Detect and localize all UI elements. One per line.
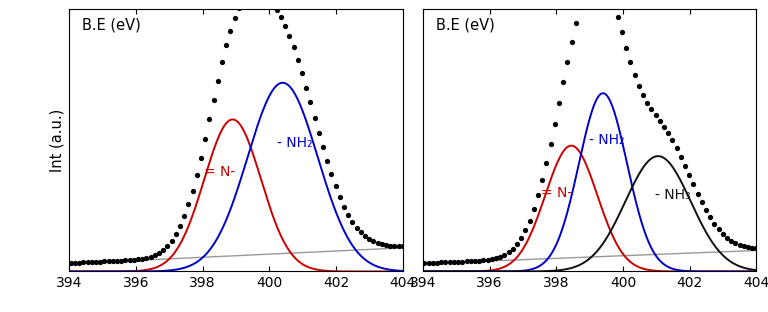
Y-axis label: Int (a.u.): Int (a.u.) bbox=[50, 109, 65, 172]
Text: B.E (eV): B.E (eV) bbox=[82, 17, 141, 32]
Text: - NH₃: - NH₃ bbox=[655, 188, 691, 202]
Text: - NH₂: - NH₂ bbox=[588, 134, 624, 147]
Text: - NH₂: - NH₂ bbox=[276, 136, 312, 150]
Text: = N-: = N- bbox=[204, 165, 235, 179]
Text: = N-: = N- bbox=[541, 186, 572, 200]
Text: B.E (eV): B.E (eV) bbox=[436, 17, 495, 32]
